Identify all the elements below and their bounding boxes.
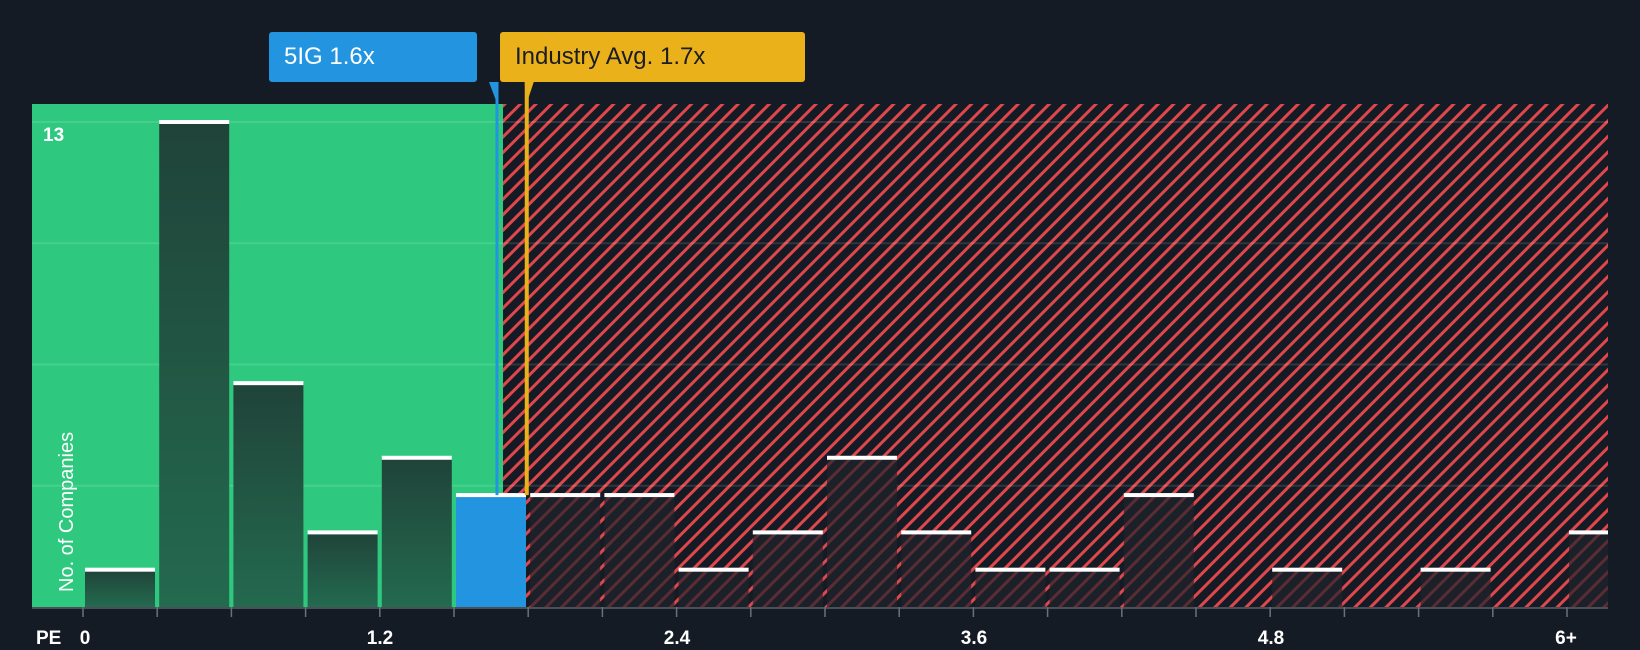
histogram-bar: [1123, 495, 1194, 607]
histogram-bar: [1569, 532, 1608, 607]
x-tick-label: 2.4: [663, 628, 691, 649]
overvalued-region: [503, 104, 1608, 607]
bar-cap: [233, 381, 304, 386]
y-axis-max-label: 13: [43, 125, 65, 146]
bar-cap: [456, 493, 526, 498]
x-tick-label: 4.8: [1257, 628, 1285, 649]
x-tick-label: 3.6: [960, 628, 988, 649]
bar-cap: [159, 120, 230, 124]
histogram-bar: [85, 569, 155, 607]
bar-cap: [85, 567, 155, 572]
bar-cap: [827, 455, 897, 460]
x-tick-label: 0: [79, 628, 91, 649]
histogram-bar: [827, 457, 897, 607]
histogram-bar: [1272, 569, 1343, 607]
histogram-bar: [307, 532, 378, 607]
bar-cap: [1420, 567, 1491, 572]
histogram-bar: [604, 495, 675, 607]
histogram-bar: [159, 122, 230, 607]
bar-cap: [604, 493, 675, 498]
bar-cap: [381, 455, 452, 460]
x-tick-label: 1.2: [366, 628, 394, 649]
bar-cap: [530, 493, 601, 498]
histogram-bar: [678, 569, 749, 607]
bar-cap: [1569, 530, 1608, 535]
x-axis-prefix: PE: [36, 628, 62, 649]
bar-cap: [307, 530, 378, 535]
bar-cap: [1272, 567, 1343, 572]
company-callout-pointer: [489, 82, 498, 106]
bar-cap: [975, 567, 1046, 572]
bar-cap: [678, 567, 749, 572]
bar-cap: [1123, 493, 1194, 498]
company-pe-callout: 5IG 1.6x: [269, 32, 477, 82]
bar-cap: [752, 530, 823, 535]
industry-callout-pointer: [524, 82, 534, 106]
histogram-bar: [233, 383, 304, 607]
histogram-bar: [901, 532, 972, 607]
histogram-bar: [381, 457, 452, 607]
x-tick-label: 6+: [1555, 628, 1577, 649]
histogram-bar: [1049, 569, 1120, 607]
histogram-bar: [752, 532, 823, 607]
bar-cap: [1049, 567, 1120, 572]
company-bar: [456, 495, 526, 607]
bar-cap: [901, 530, 972, 535]
histogram-bar: [1420, 569, 1491, 607]
histogram-bar: [530, 495, 601, 607]
y-axis-title: No. of Companies: [56, 431, 78, 592]
industry-avg-callout: Industry Avg. 1.7x: [500, 32, 805, 82]
histogram-bar: [975, 569, 1046, 607]
